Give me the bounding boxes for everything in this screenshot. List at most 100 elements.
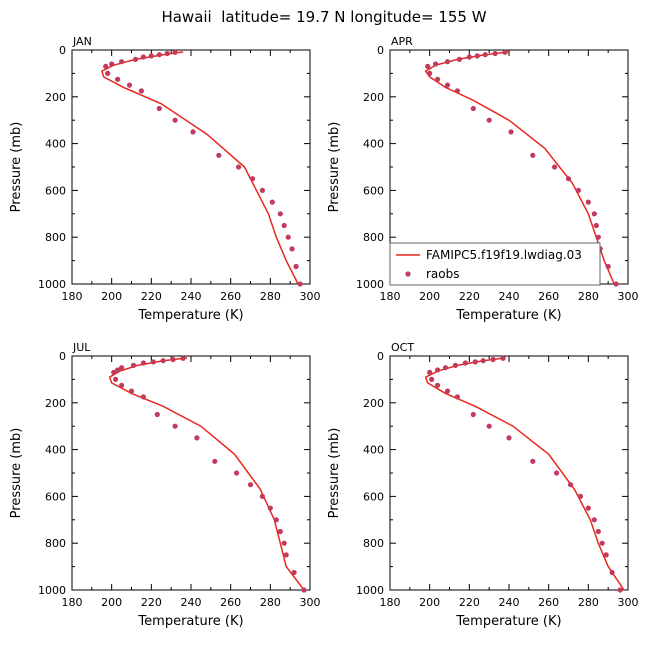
raobs-marker bbox=[466, 54, 472, 60]
raobs-marker bbox=[111, 369, 117, 375]
raobs-marker bbox=[291, 569, 297, 576]
panel-label-apr: APR bbox=[391, 35, 413, 48]
y-tick-label: 400 bbox=[363, 444, 384, 457]
raobs-marker bbox=[552, 164, 558, 170]
raobs-marker bbox=[283, 552, 289, 558]
raobs-marker bbox=[554, 470, 560, 476]
raobs-marker bbox=[609, 569, 615, 576]
raobs-marker bbox=[285, 234, 291, 240]
raobs-marker bbox=[164, 50, 170, 57]
x-tick-label: 240 bbox=[499, 290, 520, 303]
raobs-marker bbox=[128, 388, 135, 394]
y-tick-label: 600 bbox=[363, 184, 384, 197]
figure-title: Hawaii latitude= 19.7 N longitude= 155 W bbox=[161, 8, 486, 26]
raobs-marker bbox=[617, 587, 623, 593]
y-tick-label: 0 bbox=[59, 44, 66, 57]
raobs-marker bbox=[249, 176, 256, 182]
raobs-marker bbox=[277, 528, 283, 535]
raobs-marker bbox=[160, 358, 166, 364]
panel-oct: 180 200 220 240 260 280 300 0 200 400 600 800 1000 Te… bbox=[327, 341, 639, 629]
plot-frame-oct bbox=[389, 355, 629, 591]
x-tick-label: 260 bbox=[538, 596, 559, 609]
x-axis-title: Temperature (K) bbox=[137, 614, 243, 629]
raobs-marker bbox=[435, 76, 441, 82]
raobs-marker bbox=[105, 70, 111, 76]
raobs-marker bbox=[429, 376, 435, 382]
panel-jul: 180 200 220 240 260 280 300 0 200 400 600 800 1000 Te… bbox=[9, 341, 321, 629]
raobs-marker bbox=[613, 281, 619, 287]
raobs-marker bbox=[470, 411, 476, 418]
y-tick-label: 200 bbox=[45, 397, 66, 410]
raobs-marker bbox=[172, 423, 178, 429]
x-tick-label: 200 bbox=[419, 290, 440, 303]
raobs-marker bbox=[442, 365, 449, 371]
raobs-marker bbox=[472, 359, 478, 365]
raobs-marker bbox=[247, 482, 254, 488]
y-tick-label: 600 bbox=[45, 184, 66, 197]
y-tick-label: 1000 bbox=[38, 584, 66, 597]
y-tick-label: 200 bbox=[363, 397, 384, 410]
x-tick-label: 180 bbox=[62, 596, 83, 609]
raobs-marker bbox=[172, 117, 178, 123]
raobs-marker bbox=[170, 356, 176, 363]
raobs-marker bbox=[567, 482, 574, 488]
plot-frame-jul bbox=[71, 355, 311, 591]
raobs-marker bbox=[506, 435, 512, 441]
y-tick-label: 0 bbox=[377, 350, 384, 363]
y-tick-label: 200 bbox=[45, 91, 66, 104]
raobs-marker bbox=[454, 394, 460, 400]
raobs-marker bbox=[577, 493, 584, 499]
x-tick-label: 220 bbox=[141, 596, 162, 609]
raobs-marker bbox=[140, 360, 146, 366]
raobs-marker bbox=[480, 358, 486, 364]
raobs-marker bbox=[140, 54, 146, 60]
raobs-marker bbox=[115, 367, 121, 373]
raobs-marker bbox=[273, 517, 279, 523]
panels-group: 180 200 220 240 260 280 300 0 200 400 600 800 1000 Te… bbox=[9, 35, 639, 629]
y-tick-label: 0 bbox=[377, 44, 384, 57]
x-tick-label: 200 bbox=[101, 596, 122, 609]
raobs-marker bbox=[289, 246, 295, 252]
y-tick-label: 600 bbox=[45, 490, 66, 503]
raobs-marker bbox=[585, 505, 591, 511]
raobs-marker bbox=[530, 458, 536, 464]
x-tick-label: 180 bbox=[380, 596, 401, 609]
model-profile-line bbox=[108, 357, 305, 591]
raobs-marker bbox=[148, 53, 154, 59]
raobs-marker bbox=[113, 376, 119, 382]
model-profile-line bbox=[424, 357, 625, 591]
raobs-marker bbox=[277, 211, 283, 217]
raobs-marker bbox=[297, 281, 303, 287]
y-axis-title: Pressure (mb) bbox=[327, 428, 342, 519]
raobs-marker bbox=[444, 59, 451, 65]
raobs-marker bbox=[119, 365, 125, 371]
raobs-marker bbox=[259, 187, 265, 193]
raobs-marker bbox=[140, 394, 146, 400]
x-tick-label: 220 bbox=[459, 290, 480, 303]
x-tick-label: 260 bbox=[220, 596, 241, 609]
y-tick-label: 1000 bbox=[38, 278, 66, 291]
raobs-marker bbox=[427, 369, 433, 375]
y-tick-label: 0 bbox=[59, 350, 66, 363]
raobs-marker bbox=[156, 52, 162, 58]
x-tick-label: 180 bbox=[380, 290, 401, 303]
raobs-marker bbox=[154, 411, 160, 418]
raobs-marker bbox=[486, 117, 492, 123]
raobs-marker bbox=[508, 129, 514, 135]
raobs-marker bbox=[119, 382, 125, 388]
x-axis-title: Temperature (K) bbox=[455, 614, 561, 629]
raobs-marker bbox=[444, 82, 451, 88]
raobs-marker bbox=[236, 164, 242, 170]
raobs-marker bbox=[138, 88, 144, 94]
raobs-marker bbox=[474, 53, 480, 59]
raobs-marker bbox=[267, 505, 273, 511]
x-tick-label: 300 bbox=[300, 290, 321, 303]
y-tick-label: 400 bbox=[45, 138, 66, 151]
raobs-marker bbox=[194, 435, 200, 441]
raobs-marker bbox=[281, 540, 287, 546]
panel-label-jan: JAN bbox=[72, 35, 92, 48]
raobs-marker bbox=[490, 356, 496, 363]
legend-box bbox=[389, 242, 601, 286]
y-axis-title: Pressure (mb) bbox=[9, 122, 24, 213]
raobs-marker bbox=[492, 50, 498, 57]
